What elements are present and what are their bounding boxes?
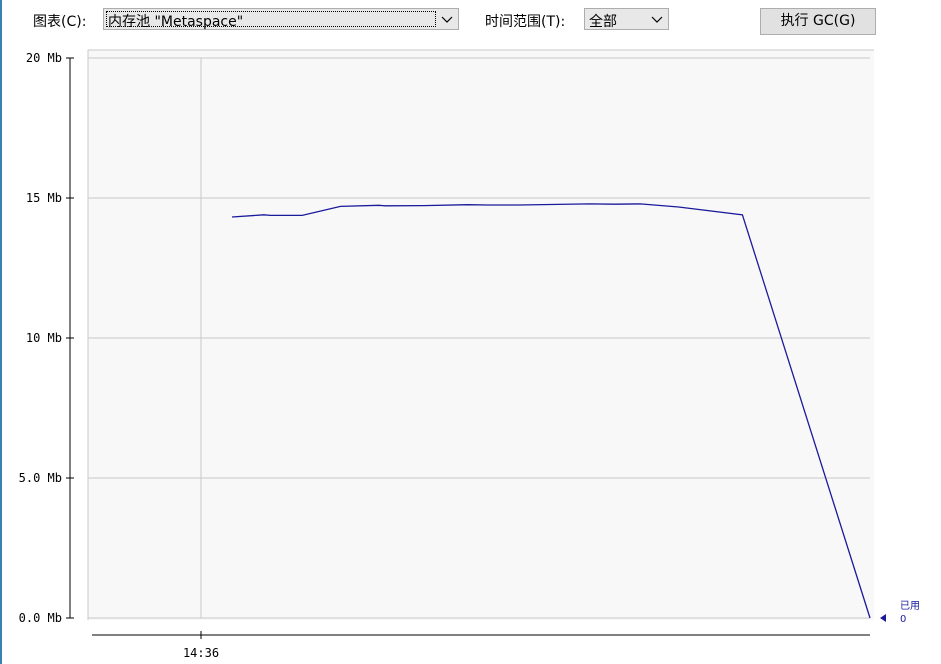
y-tick-label: 15 Mb xyxy=(26,191,62,205)
time-range-label: 时间范围(T): xyxy=(485,14,566,30)
chart-label: 图表(C): xyxy=(33,14,87,30)
y-ticks: 20 Mb 15 Mb 10 Mb 5.0 Mb 0.0 Mb xyxy=(19,51,74,625)
legend-marker-icon xyxy=(880,614,886,622)
chevron-down-icon[interactable] xyxy=(441,13,453,25)
time-range-value: 全部 xyxy=(589,14,617,30)
series-line-used xyxy=(231,203,871,619)
chart-select[interactable]: 内存池 "Metaspace" xyxy=(103,8,459,30)
y-tick-label: 10 Mb xyxy=(26,331,62,345)
chevron-down-icon[interactable] xyxy=(651,13,663,25)
legend: 已用 0 xyxy=(880,601,920,625)
perform-gc-button[interactable]: 执行 GC(G) xyxy=(760,8,876,35)
y-tick-label: 20 Mb xyxy=(26,51,62,65)
y-tick-label: 5.0 Mb xyxy=(19,471,62,485)
y-tick-label: 0.0 Mb xyxy=(19,611,62,625)
window-left-edge xyxy=(0,0,2,664)
plot-area xyxy=(88,50,874,620)
focus-rectangle xyxy=(106,11,436,27)
chart-select-value: 内存池 "Metaspace" xyxy=(108,14,244,30)
grid-lines xyxy=(88,57,870,619)
x-tick-label: 14:36 xyxy=(183,646,219,660)
legend-series-value: 0 xyxy=(900,614,906,625)
time-range-select[interactable]: 全部 xyxy=(584,8,669,30)
legend-series-name: 已用 xyxy=(900,601,920,612)
